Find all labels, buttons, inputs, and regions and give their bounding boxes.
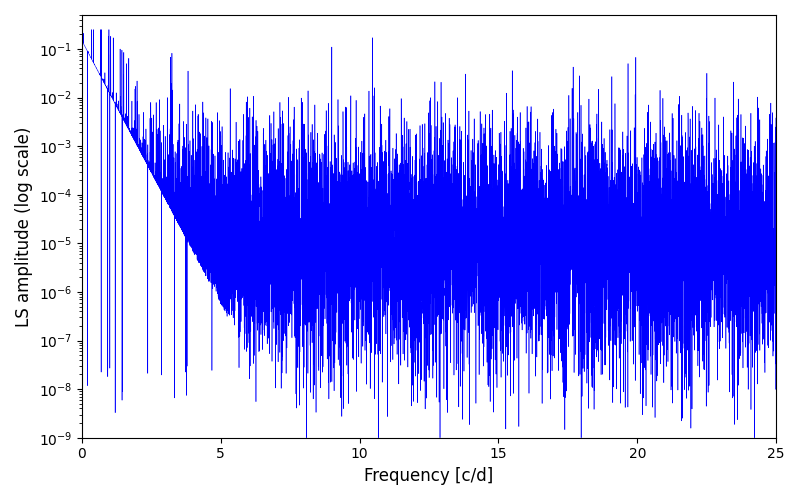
X-axis label: Frequency [c/d]: Frequency [c/d]: [364, 467, 494, 485]
Y-axis label: LS amplitude (log scale): LS amplitude (log scale): [15, 126, 33, 326]
